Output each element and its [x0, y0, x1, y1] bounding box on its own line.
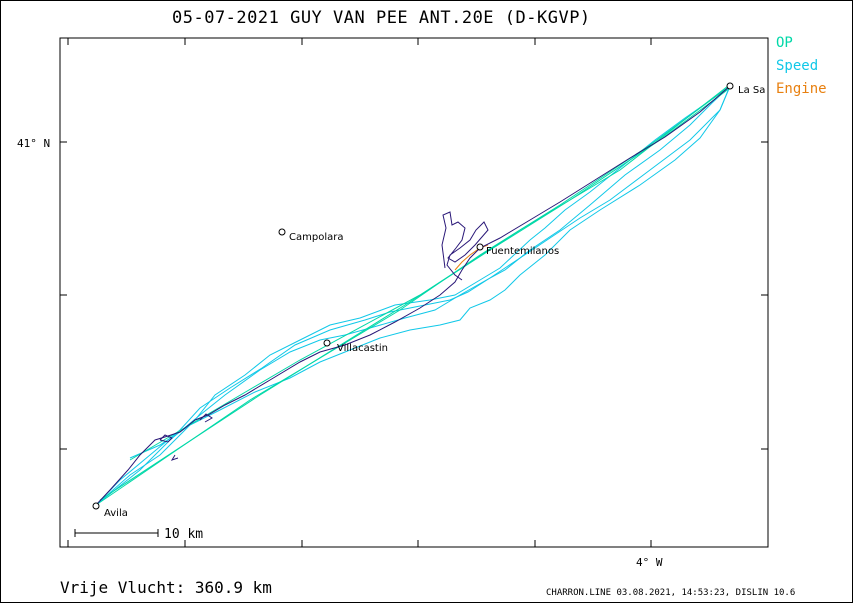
- flight-title: 05-07-2021 GUY VAN PEE ANT.20E (D-KGVP): [172, 8, 591, 28]
- op-track-2: [99, 87, 731, 501]
- place-campolara: Campolara: [289, 232, 343, 243]
- legend-speed: Speed: [776, 58, 819, 74]
- legend-engine: Engine: [776, 81, 827, 97]
- op-track-3: [129, 85, 729, 461]
- place-avila: Avila: [104, 508, 128, 519]
- credit-line: CHARRON.LINE 03.08.2021, 14:53:23, DISLI…: [546, 588, 796, 598]
- place-fuentemilanos: Fuentemilanos: [486, 246, 559, 257]
- free-flight-distance: Vrije Vlucht: 360.9 km: [60, 578, 272, 597]
- speed-track-4: [95, 85, 731, 506]
- plot-area: [59, 37, 769, 548]
- flight-tracks: [95, 85, 731, 506]
- left-ticks: [60, 141, 768, 450]
- speed-track: [95, 85, 731, 506]
- main-track-loops-2: [159, 413, 213, 461]
- main-track: [95, 85, 731, 506]
- speed-track-3: [129, 85, 731, 459]
- op-track: [95, 85, 731, 506]
- scale-label: 10 km: [164, 527, 203, 542]
- bottom-ticks: [67, 38, 652, 547]
- lon-label: 4° W: [636, 556, 663, 569]
- place-la-sa: La Sa: [738, 85, 765, 96]
- scale-bar: [74, 529, 159, 537]
- main-track-loops: [441, 211, 489, 281]
- place-villacastin: Villacastin: [337, 343, 388, 354]
- marker-avila: [92, 502, 100, 510]
- marker-fuentemilanos: [476, 243, 484, 251]
- speed-track-2: [95, 85, 731, 506]
- marker-la-sa: [726, 82, 734, 90]
- marker-villacastin: [323, 339, 331, 347]
- legend-op: OP: [776, 35, 793, 51]
- place-markers: [92, 82, 734, 510]
- marker-campolara: [278, 228, 286, 236]
- lat-label: 41° N: [17, 137, 50, 150]
